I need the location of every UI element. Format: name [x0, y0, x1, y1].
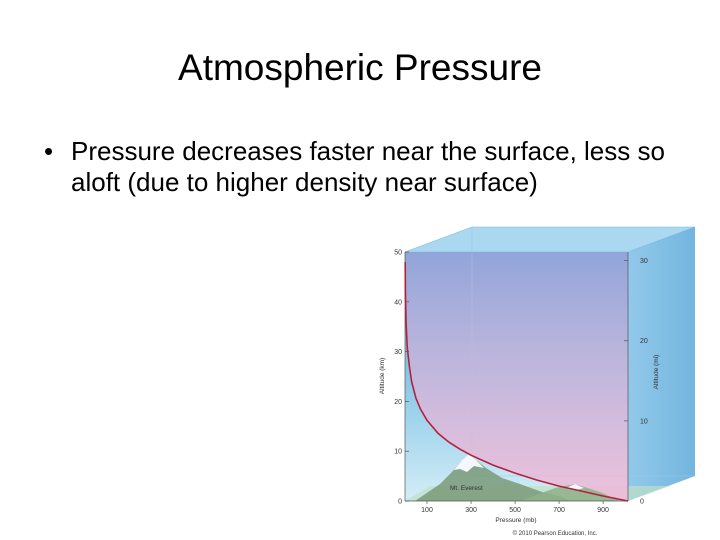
mountain-ridge-right — [520, 484, 620, 501]
copyright-note: © 2010 Pearson Education, Inc. — [513, 530, 598, 537]
landmark-label: Mt. Everest — [450, 485, 483, 492]
slide-title: Atmospheric Pressure — [178, 47, 542, 88]
bottom-tick-label: 900 — [597, 507, 609, 514]
right-axis-label: Altitude (mi) — [653, 355, 660, 390]
left-tick-label: 20 — [394, 399, 402, 406]
bottom-axis-label: Pressure (mb) — [495, 517, 536, 524]
pressure-altitude-figure: 50 40 30 20 10 0 30 20 10 0 100 300 500 700 900 Alti… — [370, 222, 700, 540]
right-tick-label: 20 — [640, 338, 648, 345]
pressure-curve — [404, 261, 629, 502]
bullet-text: Pressure decreases faster near the surfa… — [71, 136, 665, 197]
left-tick-label: 40 — [394, 299, 402, 306]
bottom-tick-label: 700 — [553, 507, 565, 514]
bottom-tick-label: 500 — [509, 507, 521, 514]
box-right-face — [628, 227, 695, 501]
mountain-snow — [454, 454, 484, 472]
bottom-axis: 100 300 500 700 900 — [405, 500, 628, 514]
bullet-item: • Pressure decreases faster near the sur… — [44, 136, 704, 198]
bottom-tick-label: 300 — [465, 507, 477, 514]
mountain-everest — [415, 454, 570, 501]
pressure-fill — [405, 252, 628, 501]
bottom-tick-label: 100 — [421, 507, 433, 514]
left-axis-label: Altitude (km) — [379, 358, 386, 394]
right-tick-label: 0 — [640, 499, 644, 506]
left-tick-label: 30 — [394, 349, 402, 356]
right-tick-label: 30 — [640, 258, 648, 265]
bullet-marker: • — [44, 136, 54, 166]
left-tick-label: 10 — [394, 449, 402, 456]
left-tick-label: 50 — [394, 250, 402, 257]
right-tick-label: 10 — [640, 418, 648, 425]
left-tick-label: 0 — [398, 499, 402, 506]
